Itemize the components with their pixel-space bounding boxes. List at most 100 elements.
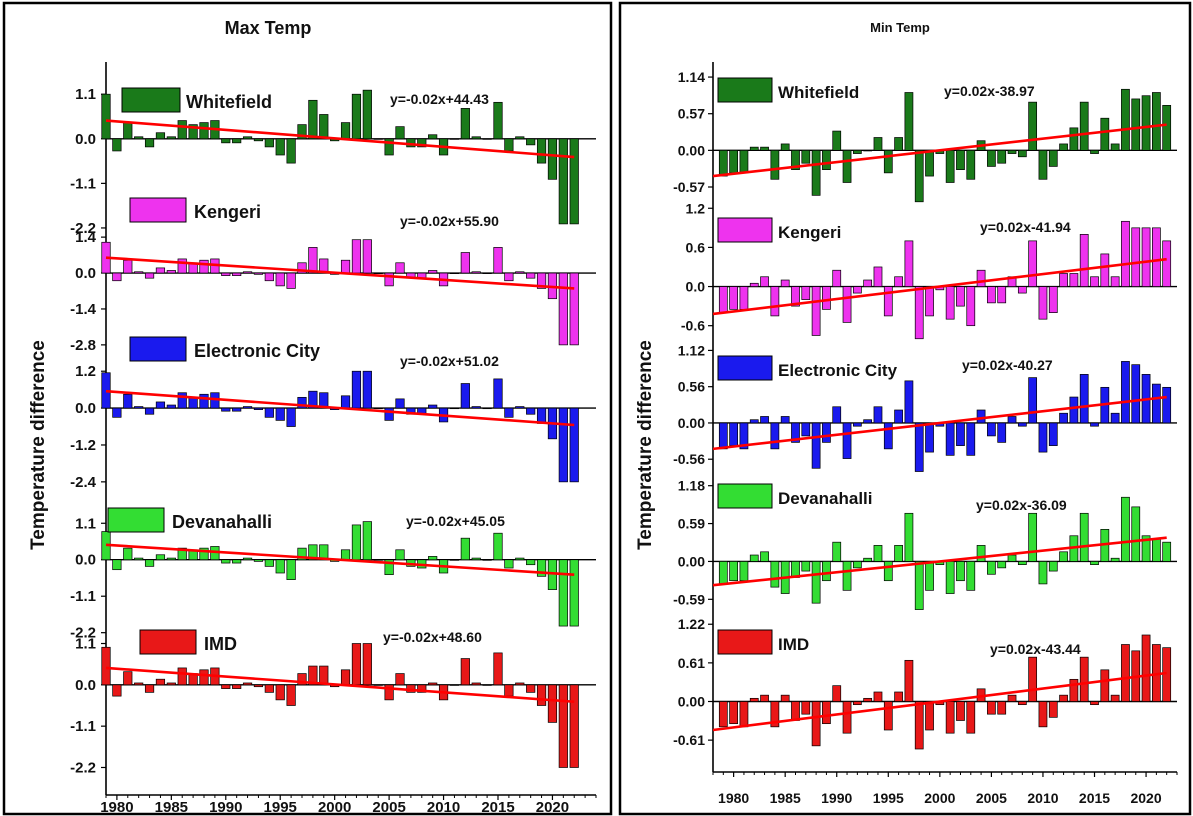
kengeri-bar [536, 272, 547, 289]
kengeri-bar [883, 286, 893, 317]
devanahalli-bar [297, 547, 307, 561]
imd-bar [428, 682, 438, 686]
whitefield-trend-line [105, 119, 575, 159]
whitefield-bar [780, 143, 790, 151]
electronic-city-bar [925, 422, 934, 453]
kengeri-bar [221, 272, 231, 276]
imd-bar [526, 684, 536, 693]
imd-bar [155, 678, 166, 686]
electronic-city-legend-swatch [717, 355, 773, 381]
kengeri-legend-label: Kengeri [778, 223, 841, 242]
imd-bar [166, 682, 176, 686]
kengeri-bar [134, 271, 144, 274]
kengeri-bar [1100, 253, 1110, 287]
kengeri-bar [253, 272, 264, 275]
whitefield-bar [1121, 88, 1130, 151]
kengeri-bar [1059, 273, 1068, 287]
whitefield-bar [177, 120, 187, 140]
kengeri-bar [1152, 227, 1161, 287]
devanahalli-bar [873, 545, 883, 562]
devanahalli-bar [1131, 506, 1141, 562]
imd-bar [297, 673, 307, 686]
devanahalli-bar [749, 554, 759, 562]
imd-legend-swatch [139, 629, 197, 655]
imd-bar [101, 646, 111, 686]
whitefield-bar [482, 138, 492, 140]
devanahalli-bar [1141, 535, 1151, 562]
electronic-city-bar [449, 407, 460, 410]
imd-bar [780, 694, 790, 702]
imd-bar [1007, 694, 1017, 702]
devanahalli-bar [997, 561, 1007, 569]
kengeri-bar [811, 286, 821, 336]
kengeri-bar [822, 286, 831, 310]
electronic-city-bar [373, 407, 383, 410]
electronic-city-bar [232, 407, 242, 412]
kengeri-bar [493, 247, 503, 274]
whitefield-bar [904, 92, 914, 151]
electronic-city-legend-label: Electronic City [778, 361, 898, 380]
imd-bar [417, 684, 427, 693]
kengeri-bar [925, 286, 934, 317]
devanahalli-bar [801, 561, 811, 572]
imd-bar [1121, 644, 1130, 702]
imd-equation: y=-0.02x+48.60 [383, 629, 482, 645]
imd-y-tick-label: 0.0 [75, 677, 96, 694]
kengeri-y-tick-label: 1.4 [75, 229, 97, 246]
whitefield-bar [718, 150, 728, 177]
devanahalli-equation: y=0.02x-36.09 [976, 497, 1067, 513]
devanahalli-bar [1007, 554, 1017, 562]
kengeri-bar [242, 271, 253, 274]
x-tick-label: 1990 [209, 799, 242, 816]
whitefield-bar [395, 126, 405, 140]
electronic-city-bar [493, 378, 503, 409]
whitefield-bar [123, 122, 133, 140]
whitefield-bar [1110, 143, 1120, 151]
kengeri-bar [966, 286, 976, 327]
electronic-city-bar [852, 422, 862, 427]
electronic-city-bar [242, 406, 253, 409]
devanahalli-bar [1017, 561, 1027, 566]
kengeri-bar [1131, 227, 1141, 287]
kengeri-bar [395, 262, 405, 274]
electronic-city-bar [1007, 416, 1017, 424]
devanahalli-bar [395, 549, 405, 561]
kengeri-bar [801, 286, 811, 300]
devanahalli-bar [286, 559, 296, 580]
whitefield-bar [417, 138, 427, 148]
whitefield-bar [1017, 150, 1027, 158]
imd-bar [232, 684, 242, 689]
electronic-city-y-tick-label: -1.2 [70, 437, 96, 454]
imd-trend-line [105, 666, 575, 704]
whitefield-bar [1069, 127, 1079, 151]
imd-bar [997, 701, 1007, 715]
devanahalli-legend-label: Devanahalli [172, 512, 272, 532]
imd-bar [873, 691, 883, 702]
imd-bar [811, 701, 821, 747]
electronic-city-bar [822, 422, 831, 443]
kengeri-bar [1038, 286, 1048, 320]
electronic-city-bar [199, 393, 209, 409]
whitefield-bar [286, 138, 296, 164]
imd-bar [134, 682, 144, 686]
whitefield-bar [1100, 117, 1110, 151]
kengeri-bar [362, 239, 372, 274]
devanahalli-bar [966, 561, 976, 591]
whitefield-equation: y=0.02x-38.97 [944, 83, 1035, 99]
electronic-city-bar [155, 401, 166, 409]
devanahalli-y-tick-label: -2.2 [70, 625, 96, 642]
whitefield-y-tick-label: 0.00 [678, 142, 705, 158]
devanahalli-bar [718, 561, 728, 585]
kengeri-bar [504, 272, 514, 282]
electronic-city-bar [1110, 412, 1120, 424]
devanahalli-bar [482, 559, 492, 561]
devanahalli-bar [1152, 538, 1161, 562]
whitefield-bar [770, 150, 780, 180]
whitefield-bar [308, 99, 318, 140]
electronic-city-bar [976, 409, 986, 424]
whitefield-bar [749, 146, 759, 151]
x-tick-label: 1980 [718, 790, 749, 806]
x-tick-label: 1995 [873, 790, 904, 806]
devanahalli-bar [1090, 561, 1099, 566]
whitefield-bar [112, 138, 122, 152]
